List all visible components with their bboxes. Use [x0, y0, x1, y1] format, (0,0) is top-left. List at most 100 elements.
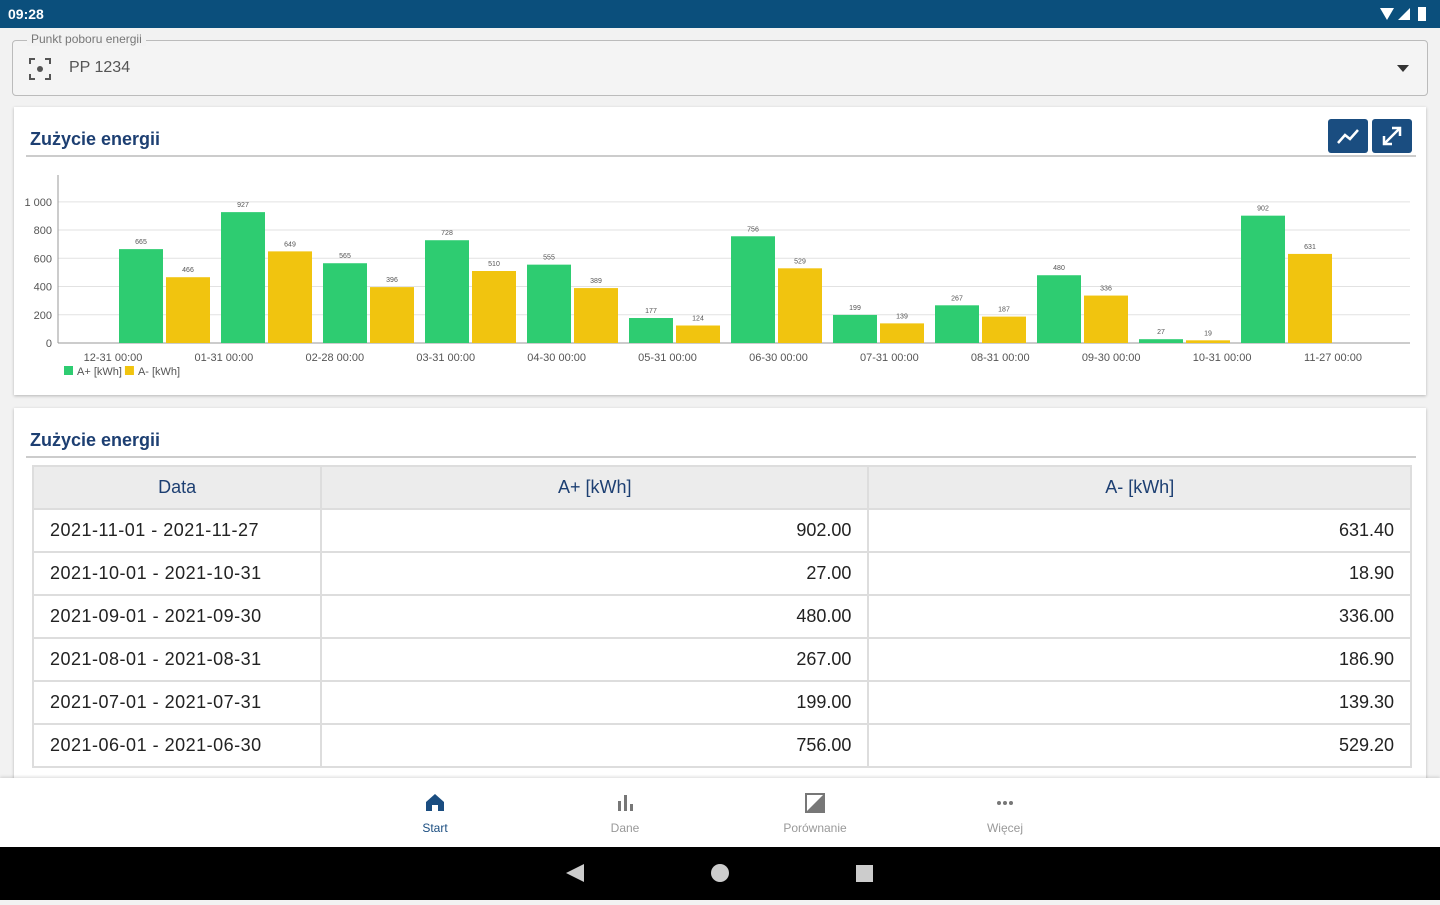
data-label: 267 — [951, 295, 963, 302]
x-tick-label: 06-30 00:00 — [749, 352, 808, 364]
data-label: 510 — [488, 261, 500, 268]
table-cell: 2021-09-01 - 2021-09-30 — [31, 594, 323, 639]
x-tick-label: 07-31 00:00 — [860, 352, 919, 364]
bar — [425, 240, 469, 343]
bar — [1084, 295, 1128, 343]
x-tick-label: 01-31 00:00 — [195, 352, 254, 364]
x-tick-label: 05-31 00:00 — [638, 352, 697, 364]
nav-item[interactable]: Porównanie — [755, 792, 875, 835]
bar — [1288, 253, 1332, 343]
data-label: 756 — [747, 226, 759, 233]
legend-swatch — [124, 366, 134, 375]
x-tick-label: 04-30 00:00 — [527, 352, 586, 364]
x-tick-label: 03-31 00:00 — [416, 352, 475, 364]
bar — [1186, 340, 1230, 343]
data-label: 336 — [1100, 286, 1112, 293]
bar — [574, 288, 618, 343]
y-tick-label: 600 — [34, 253, 52, 265]
system-nav — [0, 847, 1440, 900]
bar — [778, 268, 822, 343]
bar — [982, 316, 1026, 343]
card-title: Zużycie energii — [30, 430, 161, 450]
x-tick-label: 09-30 00:00 — [1082, 352, 1141, 364]
table-cell: 267.00 — [320, 637, 870, 682]
y-tick-label: 400 — [34, 282, 52, 294]
y-tick-label: 800 — [34, 225, 52, 237]
data-label: 124 — [692, 315, 704, 322]
status-icons — [1380, 7, 1426, 21]
data-label: 466 — [182, 267, 194, 274]
table-row: 2021-11-01 - 2021-11-27 902.00 631.40 — [31, 508, 1412, 553]
data-label: 27 — [1157, 329, 1165, 336]
legend-label: A+ [kWh] — [77, 366, 122, 378]
table-cell: 139.30 — [867, 680, 1412, 725]
point-selector[interactable]: Punkt poboru energii PP 1234 — [12, 32, 1428, 96]
bar — [1241, 215, 1285, 343]
column-header: A+ [kWh] — [320, 465, 870, 510]
data-label: 565 — [339, 253, 351, 260]
data-label: 631 — [1304, 244, 1316, 251]
table-cell: 756.00 — [320, 723, 870, 768]
table-row: 2021-07-01 - 2021-07-31 199.00 139.30 — [31, 680, 1412, 725]
bar — [935, 305, 979, 343]
data-label: 389 — [590, 278, 602, 285]
bottom-nav: Start Dane Porównanie Więcej — [0, 778, 1440, 847]
data-label: 902 — [1257, 206, 1269, 213]
table-cell: 2021-06-01 - 2021-06-30 — [31, 723, 323, 768]
data-label: 187 — [998, 307, 1010, 314]
table-card: Zużycie energii Data A+ [kWh] A- [kWh] 2021… — [14, 408, 1426, 788]
dropdown-arrow — [1397, 65, 1409, 72]
table-cell: 18.90 — [867, 551, 1412, 596]
line-chart-button[interactable] — [1328, 119, 1368, 153]
expand-button[interactable] — [1372, 119, 1412, 153]
header-row: Data A+ [kWh] A- [kWh] — [31, 465, 1412, 510]
chart: 0 200 400 600 800 1 000 12-31 00:00 665 466 01-31… — [24, 175, 1410, 378]
nav-item[interactable]: Więcej — [945, 792, 1065, 835]
y-tick-label: 200 — [34, 310, 52, 322]
nav-icon — [805, 793, 825, 813]
table-cell: 529.20 — [867, 723, 1412, 768]
table-row: 2021-09-01 - 2021-09-30 480.00 336.00 — [31, 594, 1412, 639]
table-cell: 2021-07-01 - 2021-07-31 — [31, 680, 323, 725]
bar — [1037, 275, 1081, 343]
data-label: 529 — [794, 258, 806, 265]
bar — [527, 264, 571, 343]
nav-item[interactable]: Start — [375, 792, 495, 835]
bar — [676, 325, 720, 343]
column-header: A- [kWh] — [867, 465, 1412, 510]
divider — [26, 456, 1416, 458]
table-cell: 2021-11-01 - 2021-11-27 — [31, 508, 323, 553]
table-row: 2021-06-01 - 2021-06-30 756.00 529.20 — [31, 723, 1412, 768]
data-label: 927 — [237, 202, 249, 209]
data-label: 19 — [1204, 330, 1212, 337]
bar — [166, 277, 210, 343]
nav-item[interactable]: Dane — [565, 792, 685, 835]
bar — [119, 249, 163, 343]
table-cell: 199.00 — [320, 680, 870, 725]
nav-label: Dane — [610, 821, 640, 835]
table-cell: 902.00 — [320, 508, 870, 553]
nav-label: Więcej — [986, 821, 1023, 835]
bar — [268, 251, 312, 343]
legend-swatch — [64, 366, 73, 375]
nav-label: Start — [422, 821, 448, 835]
divider — [26, 155, 1416, 157]
data-label: 396 — [386, 277, 398, 284]
nav-label: Porównanie — [783, 821, 847, 835]
data-label: 728 — [441, 230, 453, 237]
data-label: 665 — [135, 239, 147, 246]
x-tick-label: 11-27 00:00 — [1304, 352, 1362, 364]
bar — [323, 263, 367, 343]
table-row: 2021-10-01 - 2021-10-31 27.00 18.90 — [31, 551, 1412, 596]
y-tick-label: 0 — [46, 338, 52, 350]
table-cell: 2021-10-01 - 2021-10-31 — [31, 551, 323, 596]
data-label: 177 — [645, 308, 657, 315]
table-cell: 2021-08-01 - 2021-08-31 — [31, 637, 323, 682]
selector-label: Punkt poboru energii — [27, 32, 146, 46]
nav-icon — [618, 795, 633, 811]
column-header: Data — [31, 465, 323, 510]
table-row: 2021-08-01 - 2021-08-31 267.00 186.90 — [31, 637, 1412, 682]
nav-icon — [426, 794, 444, 811]
bar — [370, 287, 414, 343]
